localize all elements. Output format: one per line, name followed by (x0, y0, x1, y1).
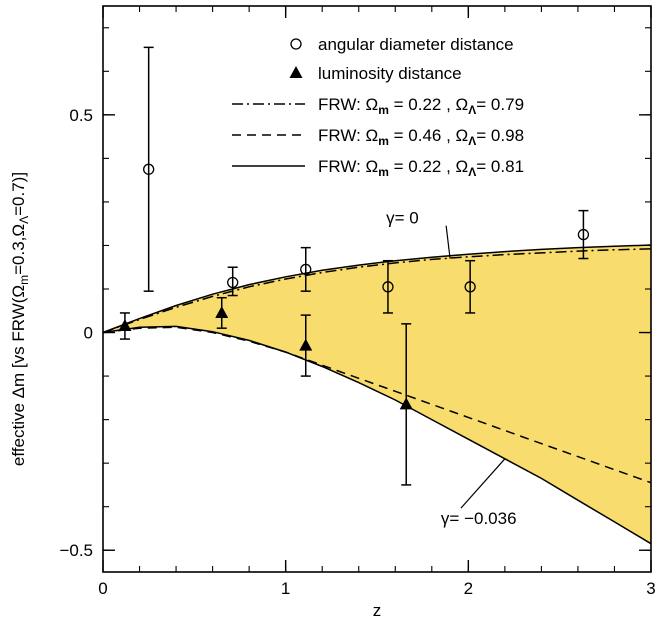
x-tick-label: 0 (98, 579, 107, 598)
annotation-pointer-0 (445, 225, 451, 259)
y-axis-title: effective Δm [vs FRW(Ωm=0.3,ΩΛ=0.7)] (9, 172, 31, 466)
legend-label-part: m (378, 165, 389, 179)
annotation-text-1: γ= −0.036 (441, 509, 517, 528)
legend-label-part: = 0.22 , Ω (389, 95, 468, 114)
legend-label: FRW: Ωm = 0.46 , ΩΛ= 0.98 (318, 126, 524, 148)
legend-label-part: = 0.22 , Ω (389, 157, 468, 176)
series-line-dashdot-0 (102, 248, 652, 334)
y-axis-title-sub2: Λ (17, 216, 31, 224)
y-tick-label: −0.5 (59, 541, 93, 560)
legend-label-part: Λ (468, 134, 476, 148)
annotation-text-0: γ= 0 (386, 209, 419, 228)
legend-label-part: = 0.79 (476, 95, 524, 114)
legend-label: FRW: Ωm = 0.22 , ΩΛ= 0.79 (318, 95, 524, 117)
legend-label-part: = 0.46 , Ω (389, 126, 468, 145)
triangle-point-2 (299, 338, 313, 351)
legend-circle-marker (290, 38, 302, 50)
legend-label-part: = 0.98 (476, 126, 524, 145)
annotation-pointer-1 (460, 458, 506, 509)
triangle-point-3 (399, 397, 413, 410)
y-axis-title-mid: =0.3,Ω (9, 224, 28, 275)
triangle-point-0 (118, 319, 132, 332)
legend-label: angular diameter distance (318, 35, 514, 54)
legend: angular diameter distance luminosity dist… (232, 35, 524, 179)
legend-label-part: Λ (468, 103, 476, 117)
shaded-band (103, 245, 651, 544)
y-tick-label: 0 (84, 324, 93, 343)
legend-label-part: FRW: Ω (318, 157, 378, 176)
y-tick-label: 0.5 (69, 106, 93, 125)
y-axis-title-main: effective Δm [vs FRW(Ω (9, 285, 28, 466)
series-line-solid-2 (102, 244, 652, 334)
legend-label-part: FRW: Ω (318, 126, 378, 145)
circle-point-5 (577, 228, 590, 241)
legend-label: FRW: Ωm = 0.22 , ΩΛ= 0.81 (318, 157, 524, 179)
x-tick-label: 2 (464, 579, 473, 598)
triangle-point-1 (215, 305, 229, 318)
legend-label-part: = 0.81 (476, 157, 524, 176)
ticks-layer: 0 1 2 3 −0.5 0 0.5 (59, 6, 656, 598)
legend-label-part: FRW: Ω (318, 95, 378, 114)
lines-layer (102, 244, 652, 545)
legend-triangle-marker (289, 66, 303, 78)
points-layer (118, 46, 590, 486)
y-axis-title-sub1: m (17, 275, 31, 285)
annotations: γ= 0 γ= −0.036 (386, 209, 516, 528)
x-tick-label: 1 (281, 579, 290, 598)
x-tick-label: 3 (646, 579, 655, 598)
y-axis-title-end: =0.7)] (9, 172, 28, 216)
circle-point-3 (382, 281, 394, 293)
circle-point-4 (464, 281, 476, 293)
legend-label-part: Λ (468, 165, 476, 179)
legend-label-part: m (378, 103, 389, 117)
x-axis-title: z (373, 601, 382, 620)
circle-point-0 (143, 163, 155, 175)
legend-label-part: m (378, 134, 389, 148)
legend-label: luminosity distance (318, 64, 462, 83)
series-line-solid-3 (102, 325, 652, 545)
band-layer (103, 245, 651, 544)
circle-point-2 (300, 263, 312, 276)
series-line-dashed-1 (102, 326, 652, 484)
circle-point-1 (227, 276, 239, 289)
